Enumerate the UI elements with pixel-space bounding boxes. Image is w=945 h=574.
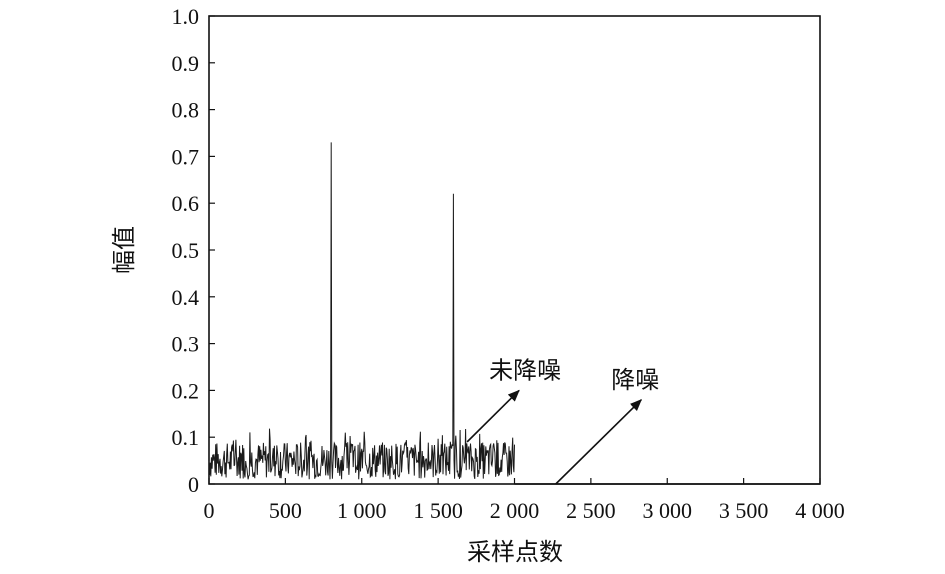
x-tick-label: 500 xyxy=(269,498,302,523)
x-tick-label: 1 000 xyxy=(337,498,387,523)
x-tick-label: 3 000 xyxy=(643,498,693,523)
y-tick-label: 1.0 xyxy=(172,4,200,29)
x-axis-title: 采样点数 xyxy=(467,538,563,566)
y-tick-label: 0.8 xyxy=(172,98,200,123)
y-tick-label: 0.4 xyxy=(172,285,200,310)
plot-frame xyxy=(208,15,821,485)
annotation-arrow xyxy=(555,399,642,485)
annotation-arrow xyxy=(466,389,520,443)
annotation-label: 未降噪 xyxy=(489,356,561,384)
annotation-label: 降噪 xyxy=(611,366,659,394)
x-tick-label: 0 xyxy=(204,498,215,523)
y-tick-label: 0.5 xyxy=(172,238,200,263)
y-tick-label: 0 xyxy=(188,472,199,497)
x-tick-label: 1 500 xyxy=(413,498,463,523)
x-tick-label: 2 000 xyxy=(490,498,540,523)
x-tick-label: 2 500 xyxy=(566,498,616,523)
y-tick-label: 0.3 xyxy=(172,332,200,357)
y-tick-label: 0.1 xyxy=(172,425,200,450)
y-tick-label: 0.2 xyxy=(172,378,200,403)
y-tick-label: 0.6 xyxy=(172,191,200,216)
y-tick-label: 0.7 xyxy=(172,144,200,169)
series-unfiltered xyxy=(208,142,515,480)
x-tick-label: 3 500 xyxy=(719,498,769,523)
y-tick-label: 0.9 xyxy=(172,51,200,76)
y-axis-title: 幅值 xyxy=(110,226,138,274)
x-tick-label: 4 000 xyxy=(795,498,845,523)
